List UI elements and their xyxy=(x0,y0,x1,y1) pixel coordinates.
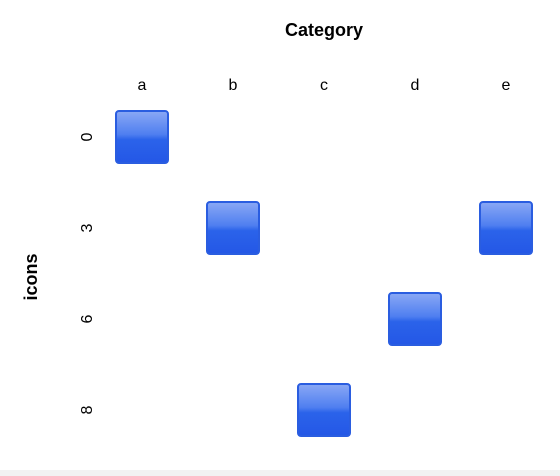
y-tick-label: 3 xyxy=(79,223,96,232)
icon-square xyxy=(297,383,351,437)
icon-square xyxy=(388,292,442,346)
y-axis-label: icons xyxy=(21,253,41,300)
x-tick-label: b xyxy=(229,77,238,94)
x-tick-label: a xyxy=(138,77,147,94)
icon-square xyxy=(206,201,260,255)
y-tick-label: 8 xyxy=(79,405,96,414)
x-tick-label: c xyxy=(320,77,328,94)
chart-title: Category xyxy=(285,20,363,40)
footer-strip xyxy=(0,470,560,476)
y-tick-label: 0 xyxy=(79,132,96,141)
icon-square xyxy=(479,201,533,255)
x-tick-label: e xyxy=(502,77,511,94)
icon-square xyxy=(115,110,169,164)
x-tick-label: d xyxy=(411,77,420,94)
y-tick-label: 6 xyxy=(79,314,96,323)
